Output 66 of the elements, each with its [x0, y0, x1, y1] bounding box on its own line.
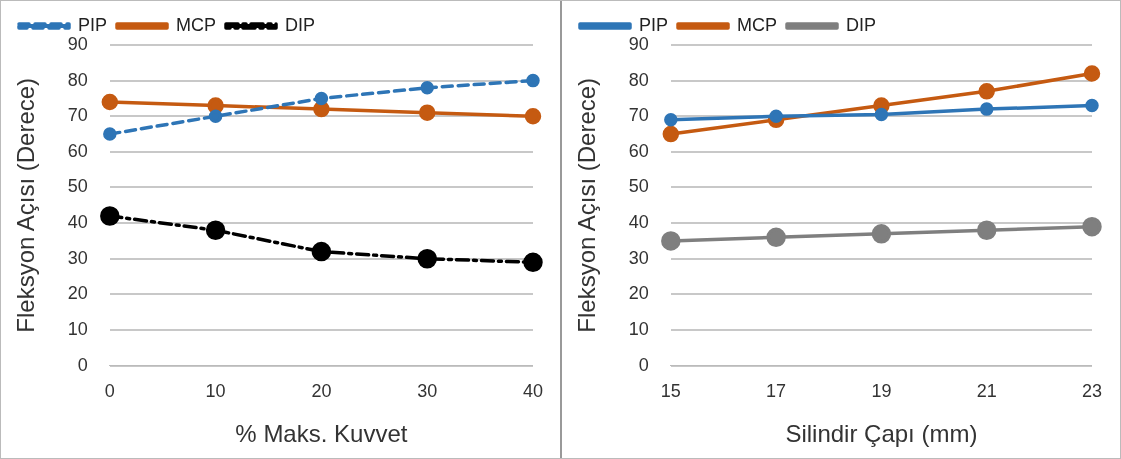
x-tick-label: 15 [660, 381, 681, 402]
legend-label: MCP [176, 14, 217, 35]
point [205, 220, 226, 240]
point [523, 252, 543, 273]
point [526, 73, 540, 88]
y-tick-label: 20 [67, 283, 88, 304]
point [663, 113, 678, 127]
y-tick-label: 50 [67, 176, 88, 197]
y-tick-label: 40 [67, 212, 88, 233]
y-tick-label: 0 [77, 354, 88, 375]
point [979, 102, 993, 116]
point [100, 206, 120, 226]
point [420, 81, 434, 95]
point [101, 93, 119, 111]
x-tick-label: 17 [765, 381, 786, 402]
y-tick-label: 10 [67, 318, 88, 339]
x-tick-label: 20 [311, 381, 332, 402]
x-tick-label: 40 [522, 381, 543, 402]
point [1084, 98, 1099, 113]
point [662, 125, 679, 143]
point [977, 83, 995, 100]
y-tick-label: 20 [628, 283, 649, 304]
y-tick-label: 40 [628, 212, 649, 233]
point [874, 107, 888, 122]
y-tick-label: 70 [67, 105, 88, 126]
y-tick-label: 50 [628, 176, 649, 197]
x-tick-label: 0 [104, 381, 115, 402]
x-tick-label: 30 [417, 381, 438, 402]
point [417, 248, 437, 269]
point [1083, 65, 1100, 82]
point [103, 127, 117, 141]
x-tick-label: 10 [205, 381, 226, 402]
y-tick-label: 60 [628, 140, 649, 161]
y-tick-label: 80 [67, 69, 88, 90]
y-tick-label: 10 [628, 318, 649, 339]
legend-label: DIP [285, 14, 316, 35]
y-tick-label: 90 [628, 33, 649, 54]
x-axis-title: Silindir Çapı (mm) [784, 420, 977, 448]
point [418, 104, 436, 121]
point [314, 91, 329, 106]
y-axis-title: Fleksyon Açısı (Derece) [12, 77, 40, 333]
x-tick-label: 23 [1081, 381, 1102, 402]
y-tick-label: 30 [628, 247, 649, 268]
point [871, 224, 891, 244]
x-axis-title: % Maks. Kuvvet [235, 420, 408, 448]
y-axis-title: Fleksyon Açısı (Derece) [572, 77, 600, 333]
point [765, 227, 786, 248]
legend-label: PIP [78, 14, 108, 35]
y-tick-label: 60 [67, 140, 88, 161]
point [311, 241, 332, 262]
y-tick-label: 80 [628, 69, 649, 90]
x-tick-label: 19 [870, 381, 891, 402]
y-tick-label: 70 [628, 105, 649, 126]
point [660, 231, 681, 251]
point [1081, 216, 1102, 237]
point [524, 107, 542, 125]
y-tick-label: 0 [638, 354, 649, 375]
y-tick-label: 30 [67, 247, 88, 268]
point [976, 220, 996, 240]
point [768, 109, 783, 123]
x-tick-label: 21 [976, 381, 997, 402]
legend-label: DIP [845, 14, 876, 35]
y-tick-label: 90 [67, 33, 88, 54]
point [208, 109, 223, 123]
legend-label: PIP [638, 14, 668, 35]
legend-label: MCP [736, 14, 777, 35]
